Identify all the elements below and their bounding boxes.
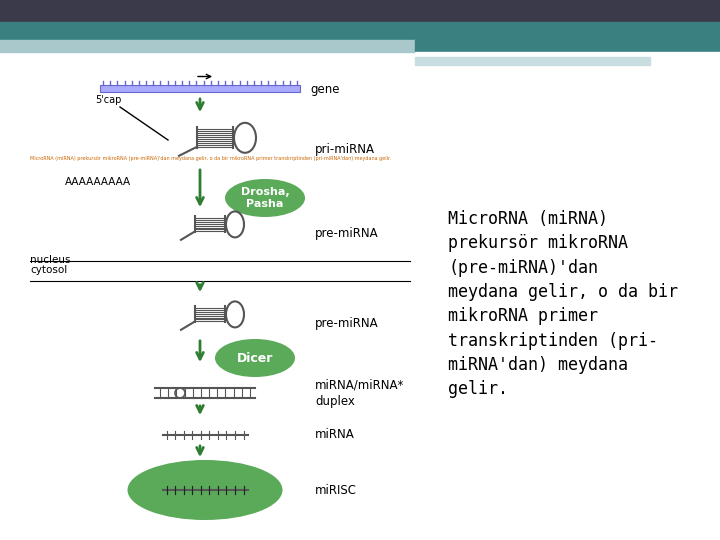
Text: pre-miRNA: pre-miRNA [315,226,379,240]
Ellipse shape [225,179,305,217]
Bar [100,84,300,91]
Bar [0,22,720,40]
Text: miRNA: miRNA [315,429,355,442]
Text: miRNA/miRNA*
duplex: miRNA/miRNA* duplex [315,379,405,408]
Text: MicroRNA (miRNA) prekursör mikroRNA (pre-miRNA)'dan meydana gelir, o da bir mikr: MicroRNA (miRNA) prekursör mikroRNA (pre… [30,156,391,161]
Text: nucleus: nucleus [30,255,71,265]
Text: AAAAAAAAA: AAAAAAAAA [65,177,131,187]
Text: pri-miRNA: pri-miRNA [315,144,375,157]
Text: miRISC: miRISC [315,483,357,496]
Bar [415,52,720,57]
Bar [0,40,415,52]
Bar [415,57,650,65]
Text: cytosol: cytosol [30,265,67,275]
Ellipse shape [127,460,282,520]
Text: Dicer: Dicer [237,352,273,365]
Text: pre-miRNA: pre-miRNA [315,316,379,329]
Bar [0,0,720,22]
Bar [415,40,720,52]
Text: MicroRNA (miRNA)
prekursör mikroRNA
(pre-miRNA)'dan
meydana gelir, o da bir
mikr: MicroRNA (miRNA) prekursör mikroRNA (pre… [448,210,678,398]
Ellipse shape [215,339,295,377]
Text: gene: gene [310,84,340,97]
Text: 5'cap: 5'cap [95,95,122,105]
Text: Drosha,
Pasha: Drosha, Pasha [240,187,289,209]
